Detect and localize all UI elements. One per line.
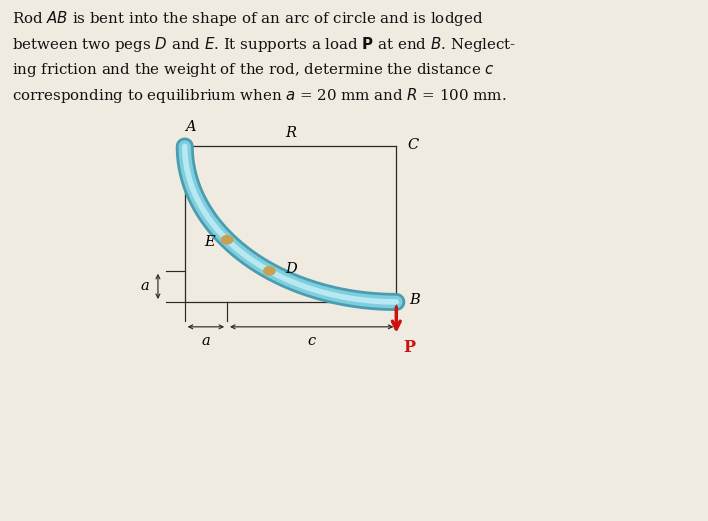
Text: B: B <box>409 293 420 307</box>
Text: C: C <box>408 138 419 152</box>
Text: E: E <box>204 235 215 250</box>
Text: R: R <box>285 126 296 140</box>
Text: a: a <box>141 279 149 293</box>
Text: a: a <box>202 333 210 348</box>
Text: c: c <box>307 333 316 348</box>
Text: A: A <box>185 119 195 133</box>
Circle shape <box>222 235 233 244</box>
Circle shape <box>264 267 275 275</box>
Text: D: D <box>285 262 297 276</box>
Text: Rod $AB$ is bent into the shape of an arc of circle and is lodged
between two pe: Rod $AB$ is bent into the shape of an ar… <box>12 9 516 105</box>
Text: P: P <box>404 339 416 356</box>
